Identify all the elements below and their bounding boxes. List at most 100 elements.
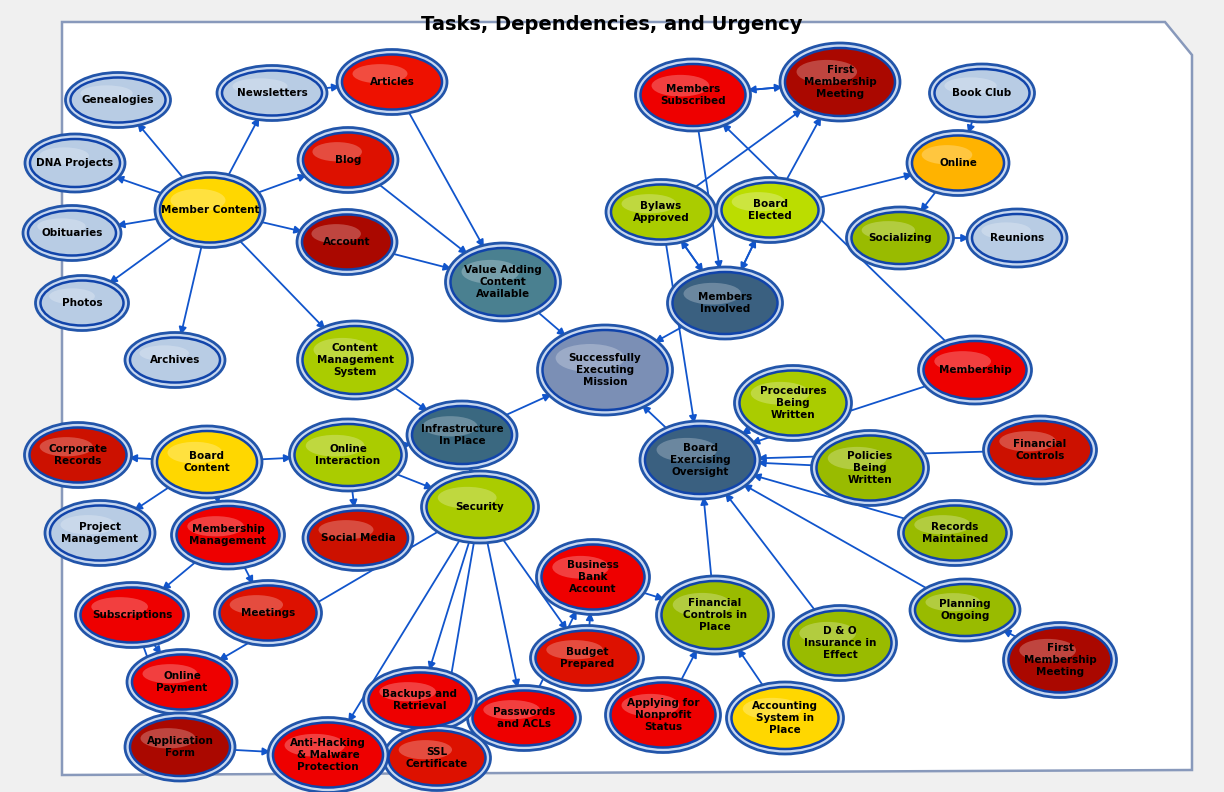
Ellipse shape [130,718,230,776]
Ellipse shape [141,728,196,748]
Ellipse shape [92,597,148,616]
Ellipse shape [934,351,991,371]
Ellipse shape [622,194,677,213]
Ellipse shape [862,221,916,239]
Ellipse shape [750,382,809,405]
Ellipse shape [541,545,645,610]
Ellipse shape [152,426,262,498]
Text: Account: Account [323,237,371,247]
Text: Social Media: Social Media [321,533,395,543]
Text: Blog: Blog [335,155,361,165]
Ellipse shape [903,505,1006,561]
Text: Backups and
Retrieval: Backups and Retrieval [382,689,458,710]
Ellipse shape [214,581,322,645]
Text: Records
Maintained: Records Maintained [922,522,988,544]
Text: Policies
Being
Written: Policies Being Written [847,451,892,485]
Text: Archives: Archives [149,355,201,365]
Ellipse shape [446,243,561,321]
Text: Corporate
Records: Corporate Records [49,444,108,466]
Ellipse shape [60,515,115,535]
Text: Board
Content: Board Content [184,451,230,473]
Ellipse shape [217,66,327,120]
Ellipse shape [127,649,237,714]
Text: Online: Online [939,158,977,168]
Ellipse shape [732,192,785,211]
Ellipse shape [132,654,233,710]
Ellipse shape [187,516,244,536]
Ellipse shape [160,177,259,242]
Ellipse shape [852,212,949,264]
Text: Project
Management: Project Management [61,522,138,544]
Ellipse shape [967,209,1067,267]
Ellipse shape [667,267,782,339]
Ellipse shape [140,345,188,361]
Ellipse shape [984,416,1097,484]
Ellipse shape [468,686,580,751]
Ellipse shape [311,224,361,243]
Text: Accounting
System in
Place: Accounting System in Place [752,702,818,735]
Ellipse shape [922,145,972,165]
Ellipse shape [934,69,1029,117]
Ellipse shape [379,682,436,702]
Ellipse shape [297,128,398,192]
Text: Socializing: Socializing [868,233,931,243]
Ellipse shape [739,371,847,436]
Text: Book Club: Book Club [952,88,1011,98]
Ellipse shape [721,182,819,238]
Ellipse shape [388,730,486,786]
Text: Subscriptions: Subscriptions [92,610,173,620]
Ellipse shape [788,611,891,676]
Ellipse shape [66,73,170,128]
Ellipse shape [914,515,971,535]
Ellipse shape [797,60,857,84]
Ellipse shape [656,438,717,462]
Ellipse shape [461,260,519,284]
Text: Board
Exercising
Oversight: Board Exercising Oversight [670,444,731,477]
Ellipse shape [743,698,802,720]
Ellipse shape [640,64,745,126]
Ellipse shape [1009,627,1111,692]
Text: Photos: Photos [61,298,103,308]
Text: Planning
Ongoing: Planning Ongoing [939,600,990,621]
Ellipse shape [916,584,1015,636]
Ellipse shape [683,283,742,305]
Ellipse shape [1004,623,1116,698]
Text: Tasks, Dependencies, and Urgency: Tasks, Dependencies, and Urgency [421,15,803,34]
Ellipse shape [268,718,388,792]
Ellipse shape [39,437,93,456]
Ellipse shape [472,691,575,745]
Text: First
Membership
Meeting: First Membership Meeting [804,66,876,98]
Ellipse shape [945,78,996,94]
Ellipse shape [606,180,716,245]
Ellipse shape [81,86,132,101]
Ellipse shape [727,682,843,754]
Ellipse shape [923,341,1027,399]
Ellipse shape [421,471,539,543]
Ellipse shape [672,272,777,334]
Ellipse shape [412,406,512,464]
Ellipse shape [536,539,650,615]
Ellipse shape [656,576,774,654]
Ellipse shape [284,734,345,756]
Text: Security: Security [455,502,504,512]
Text: Bylaws
Approved: Bylaws Approved [633,201,689,223]
Ellipse shape [537,325,672,415]
Ellipse shape [408,401,517,469]
Ellipse shape [341,55,442,109]
Text: Member Content: Member Content [160,205,259,215]
Ellipse shape [306,435,365,456]
Text: DNA Projects: DNA Projects [37,158,114,168]
Text: Obituaries: Obituaries [42,228,103,238]
Text: Articles: Articles [370,77,415,87]
Ellipse shape [29,428,126,482]
Ellipse shape [130,337,220,383]
Ellipse shape [35,276,129,330]
Ellipse shape [39,147,89,164]
Text: Members
Subscribed: Members Subscribed [660,84,726,106]
Text: Board
Elected: Board Elected [748,200,792,221]
Ellipse shape [918,336,1032,404]
Text: Successfully
Executing
Mission: Successfully Executing Mission [569,353,641,386]
Ellipse shape [450,248,556,316]
Ellipse shape [982,223,1031,239]
Ellipse shape [912,135,1004,191]
